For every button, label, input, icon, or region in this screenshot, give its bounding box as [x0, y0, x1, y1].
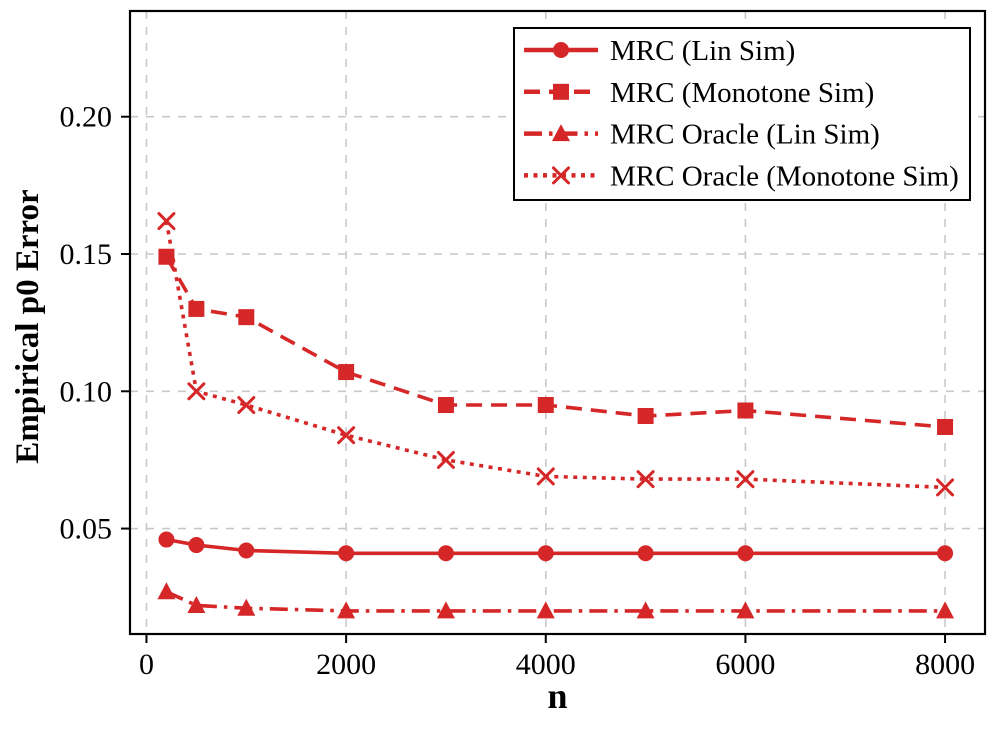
square-marker [188, 300, 205, 317]
series-square [158, 248, 954, 435]
triangle-marker [157, 582, 176, 600]
series-triangle [157, 582, 955, 619]
square-marker [553, 83, 569, 100]
y-tick-label: 0.20 [60, 101, 113, 134]
legend-item: MRC (Monotone Sim) [524, 77, 874, 109]
legend-label: MRC Oracle (Lin Sim) [610, 119, 880, 151]
series-x [157, 212, 955, 497]
x-tick-label: 6000 [715, 648, 775, 681]
circle-marker [937, 545, 954, 562]
triangle-marker [736, 601, 755, 619]
series-line [165, 590, 946, 613]
x-marker [187, 382, 206, 401]
circle-marker [437, 545, 454, 562]
circle-marker [637, 545, 654, 562]
x-tick-label: 2000 [316, 648, 376, 681]
x-tick-label: 0 [139, 648, 154, 681]
y-axis-label: Empirical p0 Error [10, 189, 46, 463]
circle-marker [338, 545, 355, 562]
x-marker [936, 478, 955, 497]
circle-marker [553, 42, 569, 58]
legend-item: MRC Oracle (Monotone Sim) [524, 160, 959, 192]
circle-marker [537, 545, 554, 562]
x-tick-label: 4000 [516, 648, 576, 681]
legend-label: MRC Oracle (Monotone Sim) [610, 160, 959, 192]
triangle-marker [636, 601, 655, 619]
x-marker [237, 396, 256, 415]
x-marker [337, 426, 356, 445]
triangle-marker [936, 601, 955, 619]
triangle-marker [536, 601, 555, 619]
x-marker [736, 470, 755, 489]
triangle-marker [552, 124, 570, 142]
x-marker [552, 166, 570, 185]
legend-item: MRC (Lin Sim) [524, 35, 795, 67]
y-tick-label: 0.05 [60, 513, 113, 546]
legend: MRC (Lin Sim) MRC (Monotone Sim) MRC Oracl… [513, 27, 971, 201]
x-tick-label: 8000 [915, 648, 975, 681]
series-line [164, 220, 946, 490]
x-axis-label: n [547, 676, 567, 716]
circle-marker [737, 545, 754, 562]
axis-ticks [121, 115, 947, 643]
legend-label: MRC (Monotone Sim) [610, 77, 874, 109]
x-marker [536, 467, 555, 486]
square-marker [937, 418, 954, 435]
circle-marker [238, 542, 255, 559]
legend-item: MRC Oracle (Lin Sim) [524, 119, 880, 151]
triangle-marker [436, 601, 455, 619]
triangle-marker [237, 598, 256, 616]
triangle-marker [337, 601, 356, 619]
x-marker [436, 450, 455, 469]
y-tick-label: 0.15 [60, 238, 113, 271]
legend-label: MRC (Lin Sim) [610, 35, 795, 67]
square-marker [637, 407, 654, 424]
triangle-marker [187, 595, 206, 613]
x-marker [157, 212, 176, 231]
series-circle [158, 531, 954, 562]
y-tick-label: 0.10 [60, 375, 113, 408]
square-marker [238, 309, 255, 326]
square-marker [437, 397, 454, 414]
legend-box [513, 27, 971, 201]
plot-border [128, 9, 987, 636]
square-marker [537, 397, 554, 414]
circle-marker [188, 537, 205, 554]
circle-marker [158, 531, 175, 548]
square-marker [338, 364, 355, 381]
square-marker [737, 402, 754, 419]
x-marker [636, 470, 655, 489]
